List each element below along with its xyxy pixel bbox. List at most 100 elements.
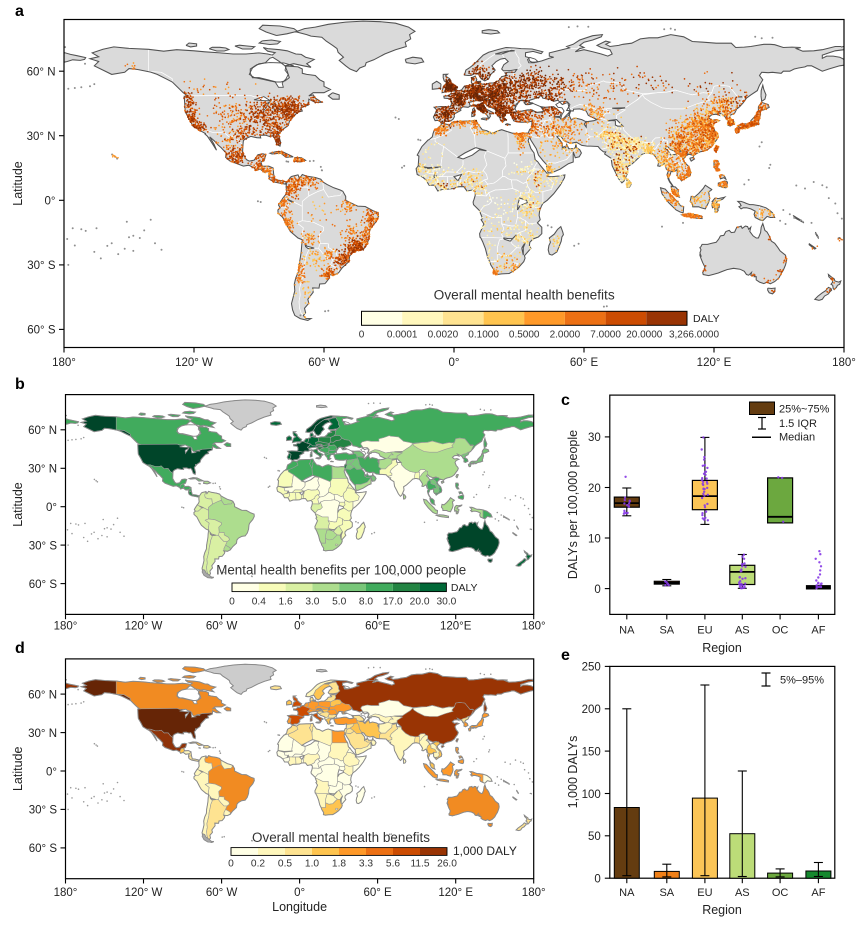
svg-text:OC: OC: [772, 887, 789, 899]
svg-text:Latitude: Latitude: [11, 747, 25, 792]
svg-text:30° S: 30° S: [27, 260, 56, 272]
svg-text:0.5: 0.5: [278, 859, 292, 870]
svg-text:60° W: 60° W: [206, 621, 238, 633]
svg-text:DALYs per 100,000 people: DALYs per 100,000 people: [566, 430, 580, 579]
svg-text:Latitude: Latitude: [11, 161, 25, 206]
svg-text:10: 10: [588, 533, 601, 545]
svg-text:AS: AS: [735, 887, 750, 899]
svg-text:2.0000: 2.0000: [550, 330, 581, 341]
svg-text:30° N: 30° N: [28, 464, 57, 476]
svg-text:1,000 DALY: 1,000 DALY: [453, 844, 517, 858]
svg-text:100: 100: [582, 789, 601, 801]
svg-text:60° S: 60° S: [27, 325, 56, 337]
svg-text:120° W: 120° W: [125, 621, 163, 633]
svg-text:50: 50: [588, 831, 601, 843]
svg-text:30° S: 30° S: [29, 805, 58, 817]
svg-text:5.0: 5.0: [332, 597, 346, 608]
svg-text:1.0: 1.0: [305, 859, 319, 870]
svg-text:180°: 180°: [54, 621, 78, 633]
svg-text:60° E: 60° E: [363, 887, 392, 899]
svg-text:NA: NA: [619, 625, 635, 637]
svg-text:1.8: 1.8: [332, 859, 346, 870]
svg-text:20.0000: 20.0000: [626, 330, 663, 341]
svg-text:60° N: 60° N: [27, 67, 56, 79]
svg-text:8.0: 8.0: [359, 597, 373, 608]
svg-text:60° N: 60° N: [28, 425, 57, 437]
svg-text:OC: OC: [772, 625, 789, 637]
svg-text:0.2: 0.2: [251, 859, 265, 870]
svg-text:Median: Median: [779, 432, 815, 444]
svg-text:5%–95%: 5%–95%: [780, 675, 824, 687]
svg-text:17.0: 17.0: [383, 597, 403, 608]
svg-text:0: 0: [229, 597, 235, 608]
svg-text:30: 30: [588, 432, 601, 444]
svg-text:0.5000: 0.5000: [509, 330, 540, 341]
svg-text:5.6: 5.6: [386, 859, 400, 870]
svg-text:0: 0: [594, 584, 600, 596]
svg-text:120° E: 120° E: [438, 887, 473, 899]
svg-text:0°: 0°: [449, 357, 460, 369]
svg-text:0.0020: 0.0020: [428, 330, 459, 341]
svg-text:30° N: 30° N: [28, 728, 57, 740]
svg-text:0: 0: [228, 859, 234, 870]
svg-text:200: 200: [582, 704, 601, 716]
svg-text:60° E: 60° E: [570, 357, 599, 369]
svg-text:DALY: DALY: [693, 313, 720, 325]
svg-text:60°E: 60°E: [365, 621, 390, 633]
svg-text:0.1000: 0.1000: [468, 330, 499, 341]
svg-text:0.4: 0.4: [252, 597, 266, 608]
svg-text:0°: 0°: [46, 502, 57, 514]
svg-text:0: 0: [359, 330, 365, 341]
svg-text:EU: EU: [697, 887, 712, 899]
svg-text:AS: AS: [735, 625, 750, 637]
svg-text:Region: Region: [702, 903, 742, 917]
svg-text:30° N: 30° N: [27, 131, 56, 143]
svg-text:180°: 180°: [832, 357, 856, 369]
svg-text:Latitude: Latitude: [11, 482, 25, 527]
svg-text:150: 150: [582, 746, 601, 758]
svg-text:AF: AF: [811, 887, 825, 899]
svg-text:30° S: 30° S: [29, 540, 58, 552]
svg-text:60° N: 60° N: [28, 689, 57, 701]
svg-text:b: b: [15, 376, 25, 393]
svg-text:60° W: 60° W: [308, 357, 340, 369]
svg-text:120° W: 120° W: [175, 357, 213, 369]
svg-text:120°E: 120°E: [440, 621, 472, 633]
svg-text:0°: 0°: [45, 196, 56, 208]
svg-text:0°: 0°: [294, 621, 305, 633]
svg-text:0°: 0°: [294, 887, 305, 899]
svg-text:e: e: [561, 647, 570, 664]
svg-text:SA: SA: [659, 887, 674, 899]
svg-text:Overall mental health benefits: Overall mental health benefits: [434, 288, 615, 303]
svg-text:20: 20: [588, 483, 601, 495]
svg-text:AF: AF: [811, 625, 825, 637]
svg-text:0°: 0°: [46, 766, 57, 778]
svg-text:180°: 180°: [54, 887, 78, 899]
svg-text:Longitude: Longitude: [272, 900, 327, 914]
svg-text:60° S: 60° S: [29, 843, 58, 855]
svg-text:120° W: 120° W: [125, 887, 163, 899]
svg-text:3.0: 3.0: [305, 597, 319, 608]
svg-text:7.0000: 7.0000: [590, 330, 621, 341]
svg-text:0: 0: [594, 874, 600, 886]
svg-text:a: a: [15, 3, 24, 20]
svg-text:1,000 DALYs: 1,000 DALYs: [566, 736, 580, 809]
svg-text:3,266.0000: 3,266.0000: [669, 330, 719, 341]
svg-text:d: d: [15, 640, 25, 657]
svg-text:20.0: 20.0: [410, 597, 430, 608]
svg-text:0.0001: 0.0001: [387, 330, 418, 341]
svg-text:11.5: 11.5: [410, 859, 429, 870]
svg-text:1.5 IQR: 1.5 IQR: [779, 418, 817, 430]
svg-text:3.3: 3.3: [359, 859, 373, 870]
svg-text:NA: NA: [619, 887, 635, 899]
svg-text:60° S: 60° S: [29, 579, 58, 591]
svg-text:Mental health benefits per 100: Mental health benefits per 100,000 peopl…: [216, 563, 466, 578]
svg-text:EU: EU: [697, 625, 712, 637]
svg-text:25%~75%: 25%~75%: [779, 404, 830, 416]
svg-text:120° E: 120° E: [697, 357, 732, 369]
svg-text:DALY: DALY: [451, 582, 478, 594]
svg-text:180°: 180°: [52, 357, 76, 369]
svg-text:180°: 180°: [522, 621, 546, 633]
svg-text:c: c: [561, 392, 570, 409]
svg-text:SA: SA: [659, 625, 674, 637]
